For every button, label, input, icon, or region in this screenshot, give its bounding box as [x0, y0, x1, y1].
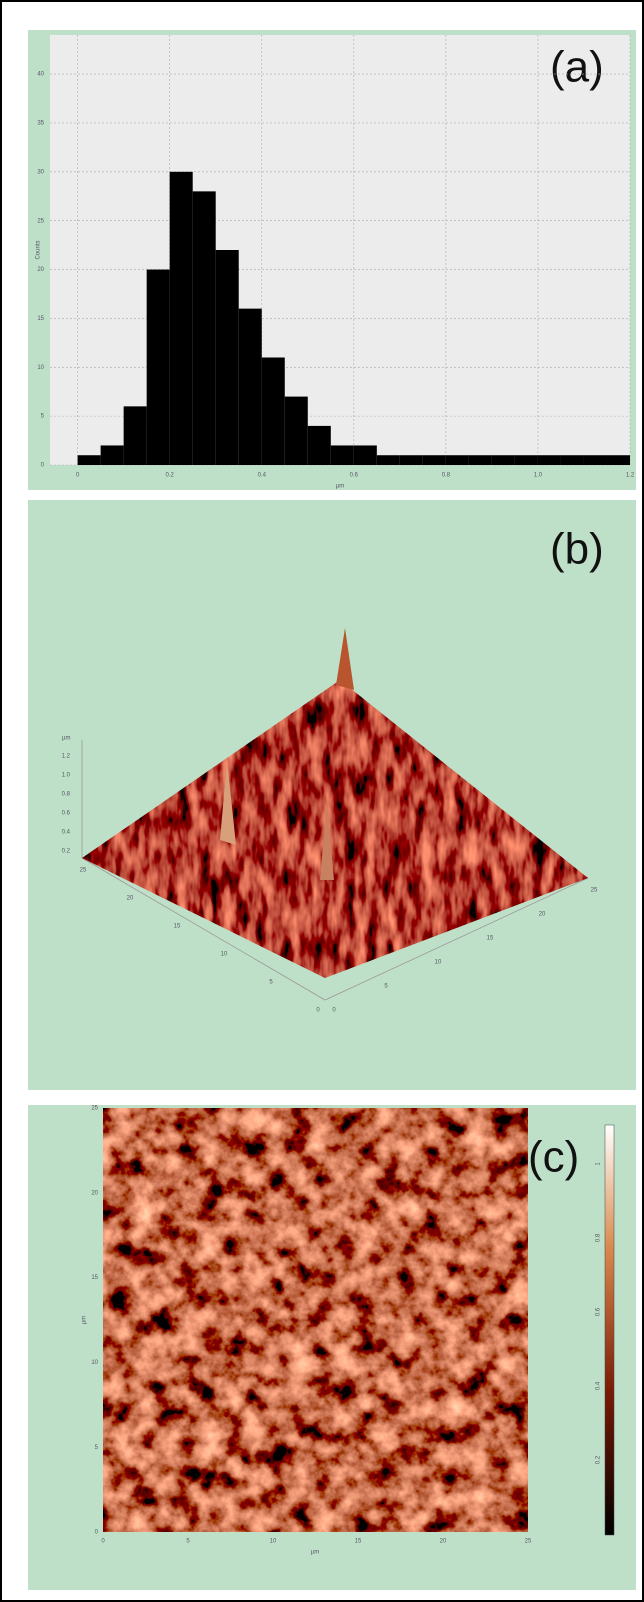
z-unit: µm — [62, 736, 70, 742]
bar — [239, 309, 262, 465]
x-tick-label: 20 — [440, 1539, 447, 1545]
afm-image — [103, 1108, 528, 1532]
y-tick-label: 10 — [435, 960, 442, 966]
colorbar-tick-label: 0.8 — [596, 1233, 602, 1242]
y-tick-label: 20 — [91, 1190, 98, 1196]
x-tick-label: 0.6 — [350, 473, 359, 479]
bar — [515, 455, 538, 465]
panel-label: (a) — [550, 43, 604, 92]
x-tick-label: 0.4 — [258, 473, 267, 479]
y-tick-label: 25 — [91, 1106, 98, 1112]
bar — [607, 455, 630, 465]
colorbar-tick-label: 0.4 — [596, 1381, 602, 1390]
y-tick-label: 15 — [37, 316, 44, 322]
z-tick-label: 0.8 — [62, 792, 71, 798]
bar — [193, 191, 216, 465]
x-tick-label: 25 — [525, 1539, 532, 1545]
bar — [561, 455, 584, 465]
z-tick-label: 1.0 — [62, 773, 71, 779]
x-tick-label: 15 — [174, 924, 181, 930]
x-tick-label: 1.0 — [534, 473, 543, 479]
bar — [78, 455, 101, 465]
bar — [124, 406, 147, 465]
y-tick-label: 10 — [37, 365, 44, 371]
x-tick-label: 1.2 — [626, 473, 635, 479]
bar — [147, 270, 170, 465]
y-tick-label: 20 — [37, 267, 44, 273]
bar — [285, 397, 308, 465]
colorbar-tick-label: 0.6 — [596, 1307, 602, 1316]
bar — [584, 455, 607, 465]
x-axis-label: µm — [311, 1550, 319, 1556]
y-tick-label: 25 — [37, 218, 44, 224]
bar — [469, 455, 492, 465]
y-tick-label: 10 — [91, 1360, 98, 1366]
panel-label: (c) — [528, 1133, 579, 1182]
bar — [331, 445, 354, 465]
bar — [170, 172, 193, 465]
colorbar-tick-label: 0.2 — [596, 1455, 602, 1464]
colorbar — [605, 1125, 614, 1535]
z-tick-label: 1.2 — [62, 754, 71, 760]
bar — [101, 445, 124, 465]
bar — [308, 426, 331, 465]
y-axis-label: µm — [82, 1316, 88, 1324]
y-axis-label: Counts — [36, 240, 42, 259]
x-tick-label: 0.2 — [166, 473, 175, 479]
bar — [492, 455, 515, 465]
y-tick-label: 35 — [37, 121, 44, 127]
bar — [354, 445, 377, 465]
y-tick-label: 20 — [539, 912, 546, 918]
z-tick-label: 0.2 — [62, 849, 71, 855]
x-tick-label: 15 — [355, 1539, 362, 1545]
figure: (a) Counts µm (b) µm (c) µm µm 051015202… — [0, 0, 644, 1602]
bar — [377, 455, 400, 465]
bar — [216, 250, 239, 465]
bar — [262, 358, 285, 466]
bar — [538, 455, 561, 465]
plot-area — [50, 35, 630, 465]
y-tick-label: 15 — [91, 1275, 98, 1281]
x-tick-label: 10 — [221, 952, 228, 958]
panel-label: (b) — [550, 525, 604, 574]
x-tick-label: 25 — [80, 868, 87, 874]
bar — [446, 455, 469, 465]
bar — [400, 455, 423, 465]
y-tick-label: 25 — [591, 888, 598, 894]
x-tick-label: 10 — [270, 1539, 277, 1545]
z-tick-label: 0.6 — [62, 811, 71, 817]
y-tick-label: 15 — [487, 936, 494, 942]
x-axis-label: µm — [336, 484, 344, 490]
bar — [423, 455, 446, 465]
x-tick-label: 0.8 — [442, 473, 451, 479]
y-tick-label: 30 — [37, 169, 44, 175]
z-tick-label: 0.4 — [62, 830, 71, 836]
y-tick-label: 40 — [37, 72, 44, 78]
x-tick-label: 20 — [127, 896, 134, 902]
